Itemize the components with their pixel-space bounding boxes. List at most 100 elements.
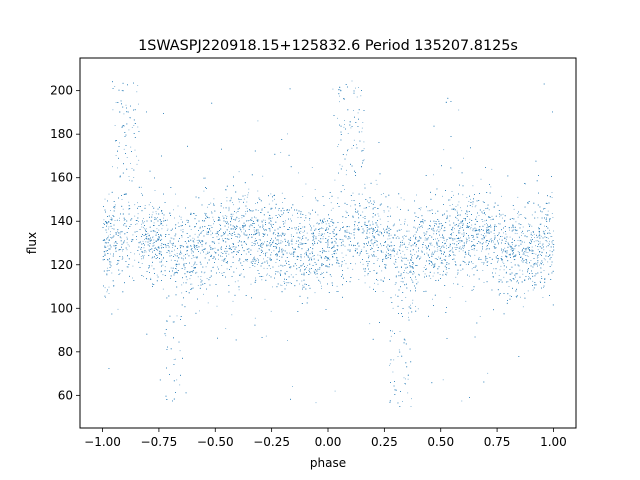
data-point	[473, 267, 474, 268]
data-point	[306, 250, 308, 251]
data-point	[407, 378, 409, 380]
data-point	[497, 242, 499, 243]
data-point	[357, 112, 359, 114]
data-point	[204, 220, 205, 221]
data-point	[279, 272, 281, 274]
data-point	[449, 205, 451, 206]
data-point	[305, 215, 307, 216]
data-point	[331, 254, 333, 255]
data-point	[393, 255, 395, 257]
data-point	[401, 240, 403, 242]
data-point	[150, 220, 152, 222]
data-point	[384, 230, 386, 232]
data-point	[492, 240, 494, 241]
data-point	[213, 219, 214, 221]
data-point	[416, 251, 417, 253]
data-point	[157, 249, 158, 251]
data-point	[333, 246, 334, 248]
data-point	[517, 216, 519, 218]
data-point	[408, 312, 409, 314]
data-point	[470, 227, 472, 228]
data-point	[285, 282, 287, 284]
data-point	[213, 198, 215, 200]
data-point	[155, 232, 157, 234]
data-point	[433, 233, 435, 235]
data-point	[342, 222, 343, 223]
data-point	[470, 256, 471, 257]
data-point	[521, 260, 523, 262]
data-point	[351, 80, 353, 82]
data-point	[478, 257, 480, 258]
data-point	[180, 229, 182, 231]
data-point	[537, 240, 539, 242]
data-point	[180, 218, 182, 220]
data-point	[394, 264, 396, 265]
data-point	[248, 192, 249, 194]
data-point	[267, 273, 268, 275]
data-point	[179, 384, 181, 386]
data-point	[535, 253, 537, 255]
data-point	[316, 222, 318, 224]
data-point	[280, 234, 282, 236]
data-point	[455, 206, 457, 207]
data-point	[115, 155, 117, 156]
data-point	[420, 209, 421, 211]
data-point	[551, 243, 553, 245]
data-point	[407, 247, 409, 248]
data-point	[448, 251, 450, 252]
data-point	[444, 265, 446, 267]
data-point	[142, 258, 144, 260]
data-point	[245, 213, 247, 215]
data-point	[120, 249, 122, 250]
data-point	[433, 272, 435, 274]
data-point	[387, 238, 389, 240]
data-point	[295, 248, 296, 250]
data-point	[337, 197, 339, 199]
data-point	[514, 229, 516, 230]
data-point	[449, 297, 451, 298]
data-point	[374, 238, 376, 240]
data-point	[355, 87, 356, 89]
data-point	[404, 257, 406, 259]
data-point	[474, 254, 476, 256]
data-point	[446, 215, 448, 217]
data-point	[487, 372, 489, 374]
data-point	[349, 233, 351, 234]
data-point	[487, 261, 489, 262]
data-point	[166, 230, 168, 231]
data-point	[443, 240, 445, 241]
data-point	[422, 227, 423, 228]
data-point	[525, 251, 527, 253]
data-point	[157, 238, 158, 240]
data-point	[446, 218, 447, 220]
data-point	[346, 169, 347, 171]
data-point	[332, 207, 334, 209]
data-point	[503, 276, 505, 278]
data-point	[502, 251, 504, 252]
data-point	[423, 242, 424, 243]
data-point	[535, 263, 537, 265]
data-point	[277, 255, 278, 257]
data-point	[383, 210, 385, 211]
data-point	[512, 227, 514, 229]
data-point	[442, 263, 444, 264]
data-point	[435, 238, 436, 240]
data-point	[126, 249, 128, 251]
data-point	[538, 241, 539, 242]
data-point	[234, 281, 236, 283]
data-point	[485, 249, 487, 251]
data-point	[458, 224, 460, 226]
data-point	[206, 278, 208, 279]
data-point	[108, 286, 110, 288]
data-point	[249, 226, 251, 228]
data-point	[389, 364, 390, 366]
data-point	[291, 252, 293, 254]
data-point	[262, 219, 264, 221]
data-point	[491, 238, 492, 240]
data-point	[486, 245, 488, 247]
data-point	[137, 213, 139, 215]
data-point	[186, 279, 188, 281]
data-point	[322, 249, 324, 251]
data-point	[292, 214, 293, 216]
data-point	[104, 242, 106, 244]
